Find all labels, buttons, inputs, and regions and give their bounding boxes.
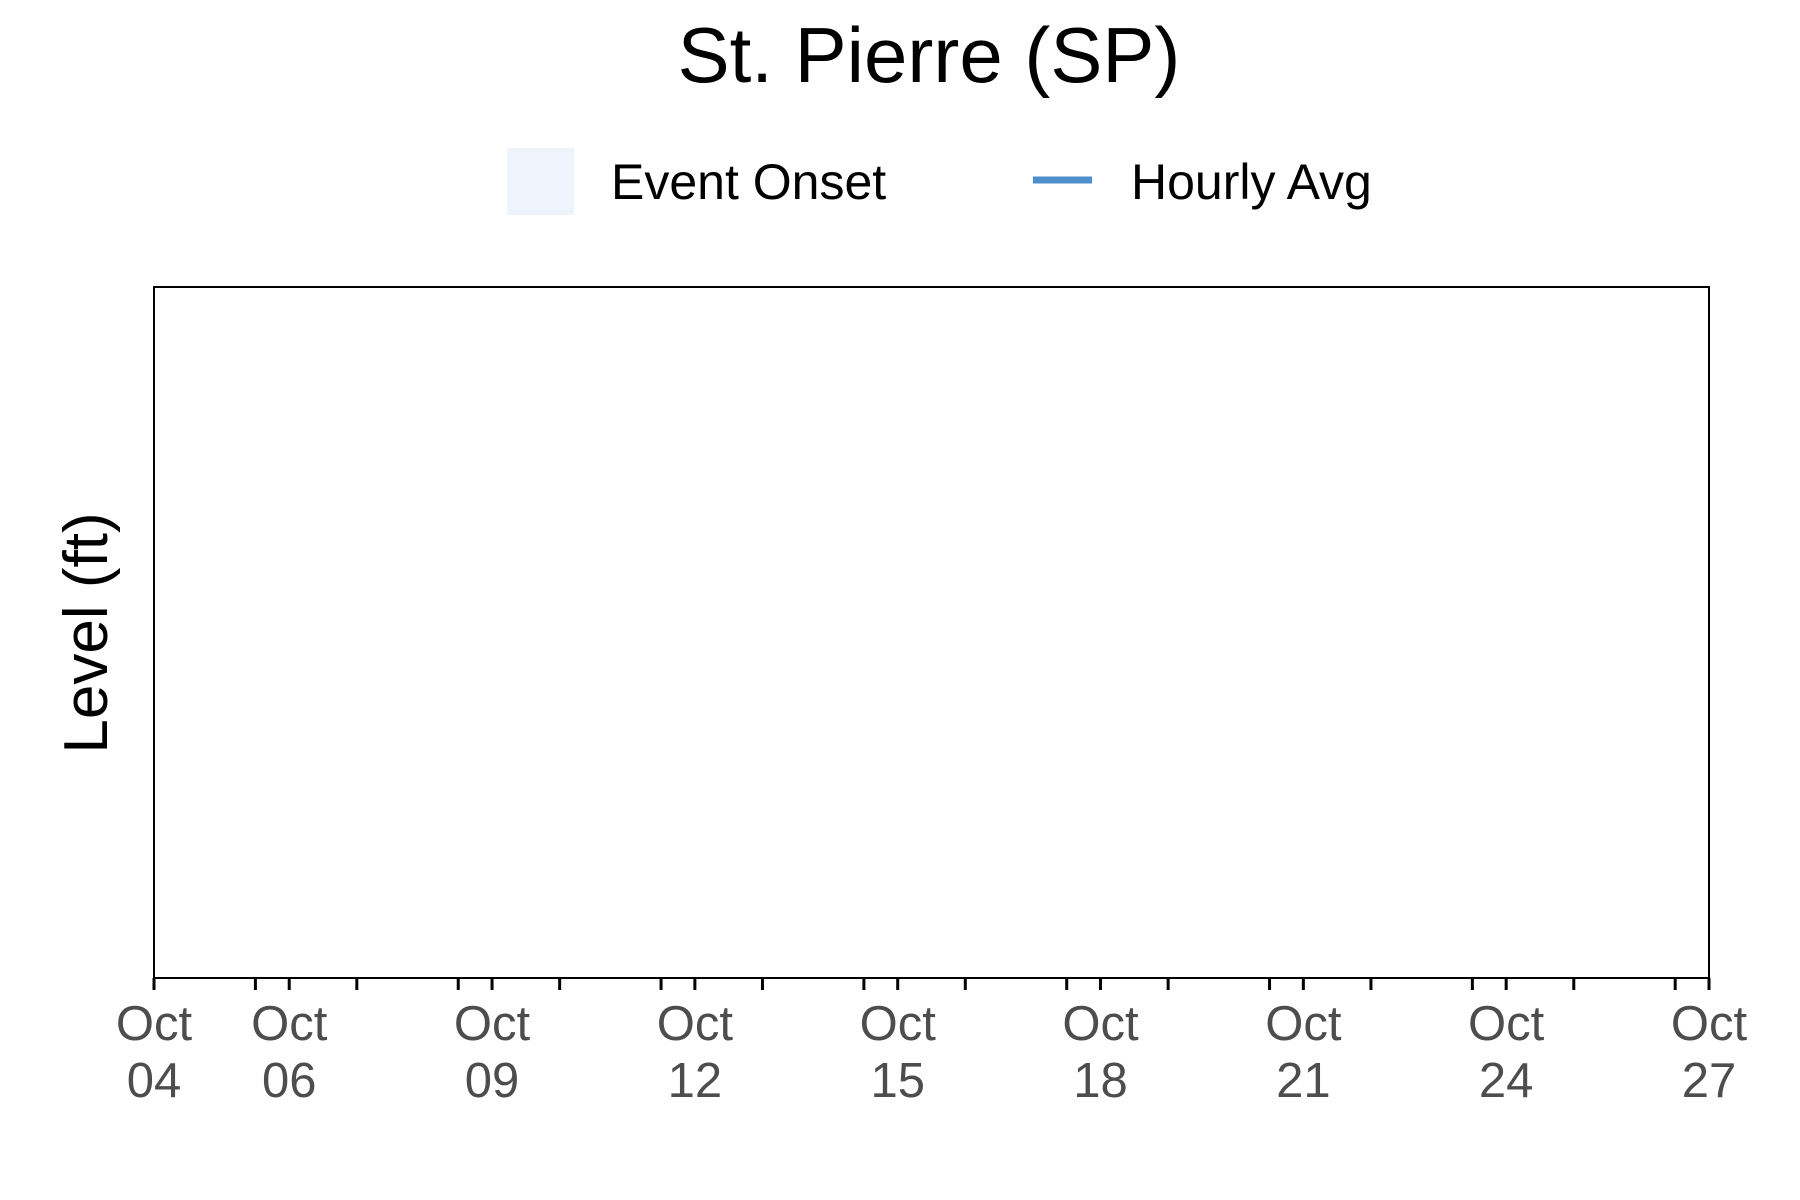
x-tick-label-date: 12	[668, 1054, 723, 1108]
x-tick-label-month: Oct	[454, 997, 531, 1051]
plot-area	[153, 286, 1710, 979]
x-tick-label-date: 24	[1479, 1054, 1534, 1108]
chart-title: St. Pierre (SP)	[678, 11, 1181, 99]
y-axis-label: Level (ft)	[52, 512, 121, 753]
x-tick-label-month: Oct	[1468, 997, 1545, 1051]
x-tick-label-date: 09	[465, 1054, 520, 1108]
x-tick-label-month: Oct	[251, 997, 328, 1051]
x-tick-label-month: Oct	[1265, 997, 1342, 1051]
x-tick-label-month: Oct	[1062, 997, 1139, 1051]
legend: Event Onset Hourly Avg	[507, 148, 1372, 215]
legend-event-onset-label: Event Onset	[611, 154, 886, 210]
x-tick-label-date: 18	[1073, 1054, 1128, 1108]
legend-hourly-avg-label: Hourly Avg	[1131, 154, 1372, 210]
x-tick-label-date: 21	[1276, 1054, 1331, 1108]
x-tick-label-date: 04	[127, 1054, 182, 1108]
x-tick-label-date: 15	[870, 1054, 925, 1108]
x-tick-label-month: Oct	[116, 997, 193, 1051]
legend-event-onset-swatch	[507, 148, 574, 215]
x-tick-label-month: Oct	[657, 997, 734, 1051]
x-tick-label-date: 27	[1682, 1054, 1737, 1108]
x-axis-ticks: Oct04Oct06Oct09Oct12Oct15Oct18Oct21Oct24…	[116, 978, 1748, 1108]
x-tick-label-month: Oct	[1671, 997, 1748, 1051]
x-tick-label-month: Oct	[860, 997, 937, 1051]
x-tick-label-date: 06	[262, 1054, 317, 1108]
